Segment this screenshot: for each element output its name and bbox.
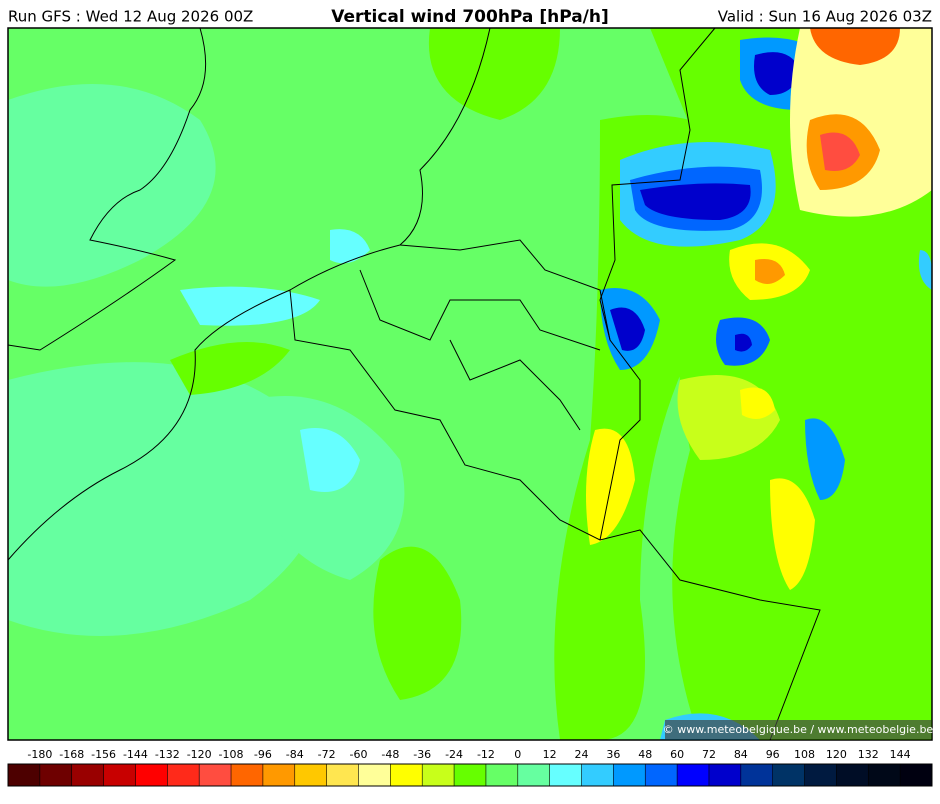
colorbar-tick-label: -96 — [254, 748, 272, 761]
colorbar-box — [836, 764, 869, 786]
colorbar-box — [358, 764, 391, 786]
colorbar-box — [613, 764, 646, 786]
colorbar-box — [39, 764, 73, 786]
colorbar-box — [326, 764, 359, 786]
colorbar-tick-label: 132 — [858, 748, 879, 761]
field — [8, 28, 932, 740]
colorbar-tick-label: 120 — [826, 748, 847, 761]
colorbar-box — [167, 764, 200, 786]
colorbar-box — [772, 764, 806, 786]
colorbar-tick-label: 48 — [638, 748, 652, 761]
colorbar: -180 -168 -156 -144 -132 -120 -108 -96 -84 -72 -60… — [7, 748, 933, 787]
borders — [7, 27, 821, 741]
colorbar-tick-label: -36 — [413, 748, 431, 761]
colorbar-tick-label: -144 — [123, 748, 148, 761]
colorbar-box — [740, 764, 774, 786]
colorbar-box — [390, 764, 423, 786]
colorbar-box — [71, 764, 105, 786]
colorbar-tick-label: -132 — [155, 748, 180, 761]
colorbar-tick-label: 144 — [890, 748, 911, 761]
colorbar-box — [868, 764, 901, 786]
valid-label: Valid : Sun 16 Aug 2026 03Z — [718, 8, 932, 26]
colorbar-tick-label: -108 — [219, 748, 244, 761]
colorbar-box — [103, 764, 136, 786]
colorbar-tick-label: -24 — [445, 748, 463, 761]
credit-box — [665, 720, 931, 739]
colorbar-tick-label: -48 — [381, 748, 399, 761]
map-frame — [7, 27, 933, 741]
colorbar-box — [677, 764, 710, 786]
colorbar-tick-label: 0 — [514, 748, 521, 761]
colorbar-tick-label: 72 — [702, 748, 716, 761]
colorbar-box — [804, 764, 837, 786]
colorbar-box — [231, 764, 264, 786]
colorbar-tick-label: 96 — [766, 748, 780, 761]
colorbar-box — [8, 764, 41, 786]
colorbar-tick-label: -180 — [27, 748, 52, 761]
colorbar-box — [294, 764, 328, 786]
colorbar-tick-label: 12 — [543, 748, 557, 761]
colorbar-box — [708, 764, 742, 786]
run-label: Run GFS : Wed 12 Aug 2026 00Z — [8, 8, 253, 26]
colorbar-tick-label: 36 — [606, 748, 620, 761]
colorbar-box — [422, 764, 455, 786]
map-title: Vertical wind 700hPa [hPa/h] — [331, 7, 609, 27]
colorbar-box — [135, 764, 168, 786]
colorbar-tick-label: -168 — [59, 748, 84, 761]
colorbar-tick-label: 84 — [734, 748, 748, 761]
colorbar-box — [645, 764, 678, 786]
colorbar-tick-label: -72 — [318, 748, 336, 761]
colorbar-tick-label: -120 — [187, 748, 212, 761]
colorbar-tick-label: 60 — [670, 748, 684, 761]
colorbar-box — [900, 764, 933, 786]
colorbar-tick-label: -60 — [349, 748, 367, 761]
colorbar-box — [485, 764, 519, 786]
colorbar-tick-label: -84 — [286, 748, 304, 761]
credit: © www.meteobelgique.be / www.meteobelgie… — [663, 723, 934, 736]
colorbar-box — [454, 764, 487, 786]
colorbar-tick-label: -12 — [477, 748, 495, 761]
colorbar-tick-label: 24 — [575, 748, 589, 761]
colorbar-box — [199, 764, 232, 786]
colorbar-box — [549, 764, 583, 786]
colorbar-tick-label: -156 — [91, 748, 116, 761]
colorbar-box — [581, 764, 614, 786]
colorbar-box — [262, 764, 296, 786]
colorbar-tick-label: 108 — [794, 748, 815, 761]
colorbar-box — [517, 764, 551, 786]
colorbar-frame — [7, 763, 933, 787]
